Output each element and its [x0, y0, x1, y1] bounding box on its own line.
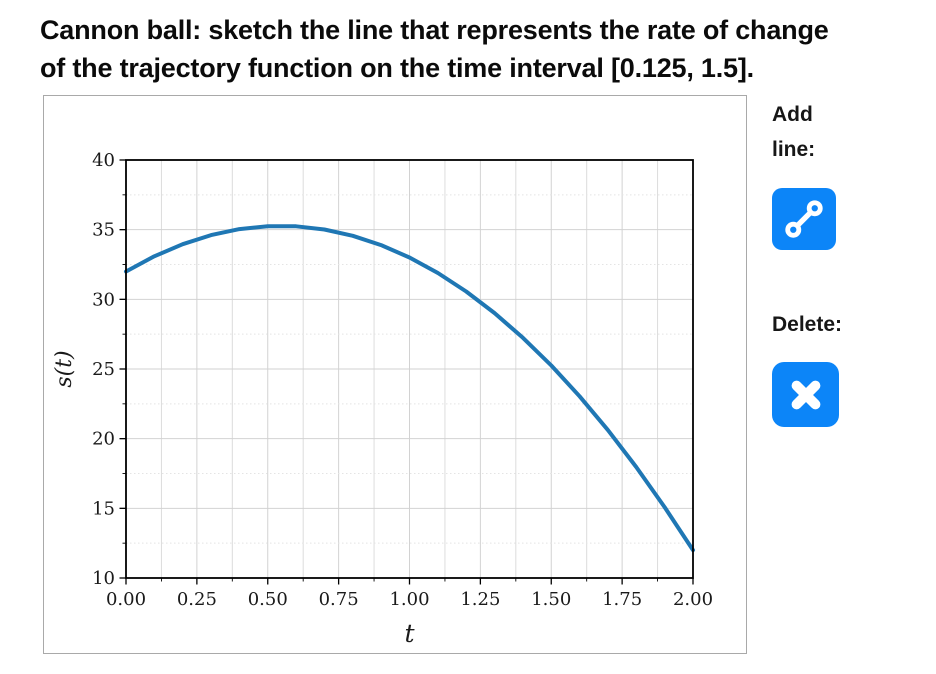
- y-tick-label: 40: [92, 150, 115, 171]
- gridlines: [126, 160, 693, 578]
- x-tick-label: 0.50: [248, 589, 288, 610]
- add-line-label: Add line:: [772, 103, 816, 161]
- x-axis-ticks: 0.00 0.25 0.50 0.75 1.00 1.25 1.50 1.75 2.00: [106, 578, 713, 610]
- y-tick-label: 25: [92, 359, 115, 380]
- delete-button[interactable]: [772, 362, 839, 427]
- y-axis-ticks: 10 15 20 25 30 35 40: [92, 150, 126, 589]
- x-tick-label: 1.00: [389, 589, 429, 610]
- add-line-button[interactable]: [772, 188, 836, 250]
- line-segment-icon: [785, 200, 823, 238]
- y-tick-label: 30: [92, 289, 115, 310]
- page-title-line1: Cannon ball: sketch the line that repres…: [40, 15, 829, 45]
- x-tick-label: 0.00: [106, 589, 146, 610]
- x-tick-label: 1.25: [460, 589, 500, 610]
- x-tick-label: 2.00: [673, 589, 713, 610]
- plot-panel[interactable]: 0.00 0.25 0.50 0.75 1.00 1.25 1.50 1.75 2.00 10 15…: [43, 95, 747, 654]
- x-tick-label: 1.50: [531, 589, 571, 610]
- trajectory-chart[interactable]: 0.00 0.25 0.50 0.75 1.00 1.25 1.50 1.75 2.00 10 15…: [44, 96, 744, 651]
- x-axis-label: t: [404, 619, 415, 648]
- x-tick-label: 0.25: [177, 589, 217, 610]
- x-tick-label: 0.75: [319, 589, 359, 610]
- y-axis-label: s(t): [52, 350, 77, 387]
- page-title-line2: of the trajectory function on the time i…: [40, 53, 754, 83]
- trajectory-curve: [124, 224, 695, 553]
- y-tick-label: 15: [92, 498, 115, 519]
- y-tick-label: 10: [92, 568, 115, 589]
- delete-label: Delete:: [772, 313, 843, 336]
- y-tick-label: 35: [92, 220, 115, 241]
- y-tick-label: 20: [92, 429, 115, 450]
- x-tick-label: 1.75: [602, 589, 642, 610]
- x-icon: [791, 380, 820, 409]
- page-title: Cannon ball: sketch the line that repres…: [40, 11, 829, 87]
